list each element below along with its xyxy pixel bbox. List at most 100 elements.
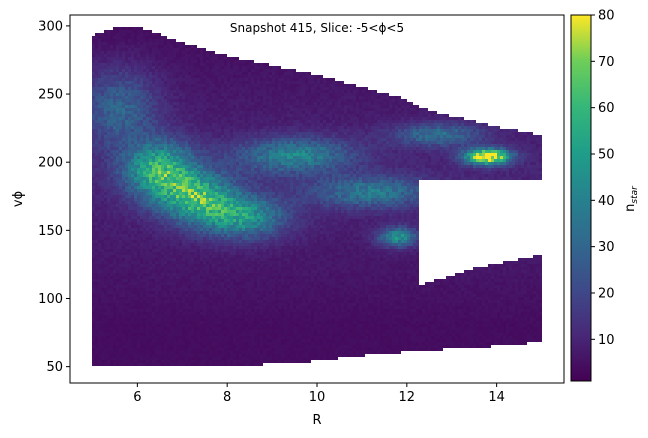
heatmap-cell [122, 222, 125, 225]
heatmap-cell [140, 165, 143, 168]
heatmap-cell [173, 309, 176, 312]
heatmap-cell [170, 171, 173, 174]
heatmap-cell [191, 213, 194, 216]
heatmap-cell [149, 303, 152, 306]
heatmap-cell [146, 243, 149, 246]
heatmap-cell [110, 285, 113, 288]
heatmap-cell [209, 69, 212, 72]
heatmap-cell [206, 351, 209, 354]
heatmap-cell [197, 243, 200, 246]
heatmap-cell [110, 150, 113, 153]
heatmap-cell [185, 255, 188, 258]
heatmap-cell [143, 45, 146, 48]
heatmap-cell [134, 165, 137, 168]
heatmap-cell [119, 228, 122, 231]
heatmap-cell [170, 177, 173, 180]
heatmap-cell [215, 96, 218, 99]
heatmap-cell [185, 93, 188, 96]
heatmap-cell [122, 120, 125, 123]
heatmap-cell [137, 87, 140, 90]
heatmap-cell [203, 72, 206, 75]
heatmap-cell [113, 105, 116, 108]
heatmap-cell [209, 225, 212, 228]
heatmap-cell [107, 330, 110, 333]
heatmap-cell [212, 108, 215, 111]
heatmap-cell [221, 120, 224, 123]
heatmap-cell [182, 177, 185, 180]
heatmap-cell [218, 222, 221, 225]
heatmap-cell [122, 351, 125, 354]
heatmap-cell [155, 213, 158, 216]
heatmap-cell [209, 207, 212, 210]
heatmap-cell [116, 165, 119, 168]
heatmap-cell [155, 228, 158, 231]
heatmap-cell [161, 48, 164, 51]
heatmap-cell [104, 249, 107, 252]
heatmap-cell [218, 198, 221, 201]
heatmap-cell [206, 87, 209, 90]
heatmap-cell [119, 102, 122, 105]
heatmap-cell [179, 66, 182, 69]
heatmap-cell [170, 306, 173, 309]
heatmap-cell [161, 123, 164, 126]
heatmap-cell [110, 234, 113, 237]
heatmap-cell [203, 261, 206, 264]
heatmap-cell [110, 129, 113, 132]
heatmap-cell [140, 60, 143, 63]
heatmap-cell [167, 54, 170, 57]
heatmap-cell [101, 231, 104, 234]
heatmap-cell [107, 81, 110, 84]
heatmap-cell [107, 162, 110, 165]
heatmap-cell [227, 66, 230, 69]
heatmap-cell [164, 345, 167, 348]
heatmap-cell [209, 357, 212, 360]
heatmap-cell [158, 120, 161, 123]
heatmap-cell [137, 249, 140, 252]
heatmap-cell [131, 219, 134, 222]
heatmap-cell [95, 177, 98, 180]
heatmap-cell [134, 33, 137, 36]
heatmap-cell [149, 126, 152, 129]
heatmap-cell [104, 69, 107, 72]
heatmap-cell [209, 183, 212, 186]
heatmap-cell [149, 153, 152, 156]
heatmap-cell [164, 39, 167, 42]
heatmap-cell [146, 357, 149, 360]
heatmap-cell [221, 249, 224, 252]
heatmap-cell [155, 147, 158, 150]
heatmap-cell [194, 255, 197, 258]
heatmap-cell [161, 258, 164, 261]
heatmap-cell [113, 150, 116, 153]
heatmap-cell [155, 174, 158, 177]
heatmap-cell [209, 144, 212, 147]
heatmap-cell [197, 228, 200, 231]
heatmap-cell [113, 195, 116, 198]
heatmap-cell [200, 129, 203, 132]
heatmap-cell [185, 180, 188, 183]
heatmap-cell [179, 336, 182, 339]
heatmap-cell [125, 81, 128, 84]
heatmap-cell [98, 291, 101, 294]
heatmap-cell [161, 339, 164, 342]
heatmap-cell [143, 264, 146, 267]
heatmap-cell [95, 315, 98, 318]
heatmap-cell [110, 339, 113, 342]
heatmap-cell [92, 90, 95, 93]
heatmap-cell [221, 255, 224, 258]
heatmap-cell [155, 303, 158, 306]
heatmap-cell [143, 87, 146, 90]
heatmap-cell [206, 282, 209, 285]
heatmap-cell [212, 267, 215, 270]
heatmap-cell [131, 321, 134, 324]
heatmap-cell [194, 258, 197, 261]
heatmap-cell [149, 336, 152, 339]
heatmap-cell [119, 291, 122, 294]
heatmap-cell [98, 351, 101, 354]
heatmap-cell [146, 69, 149, 72]
heatmap-cell [194, 297, 197, 300]
heatmap-cell [155, 267, 158, 270]
heatmap-cell [188, 282, 191, 285]
heatmap-cell [167, 123, 170, 126]
heatmap-cell [125, 246, 128, 249]
heatmap-cell [119, 33, 122, 36]
